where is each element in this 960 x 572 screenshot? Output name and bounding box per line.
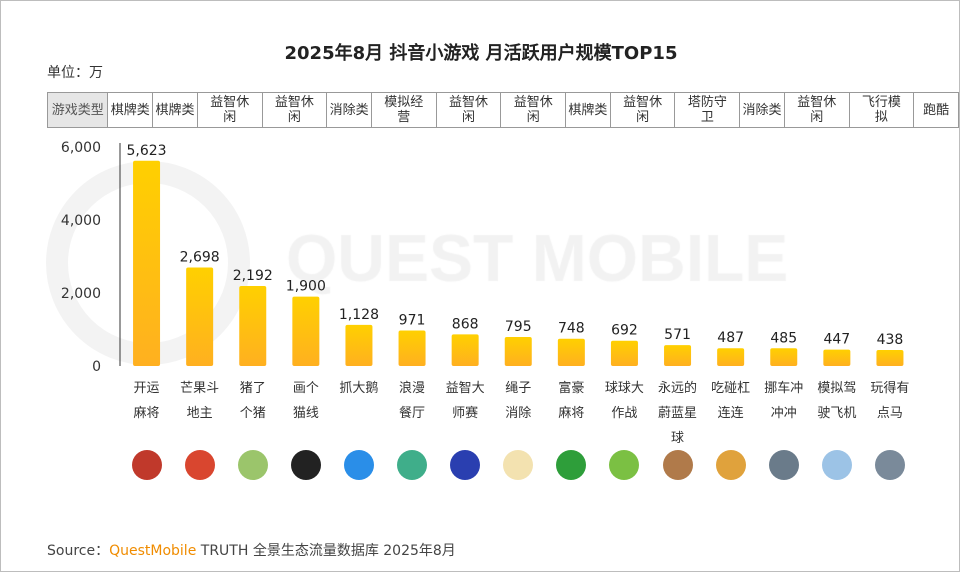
bar-value-label: 485 <box>770 330 797 346</box>
bar-value-label: 1,128 <box>339 307 379 323</box>
category-table: 游戏类型 棋牌类 棋牌类 益智休闲 益智休闲 消除类 模拟经营 益智休闲 益智休闲 棋牌类 益智休闲… <box>46 92 959 128</box>
chart-title: 2025年8月 抖音小游戏 月活跃用户规模TOP15 <box>284 43 678 64</box>
game-icon <box>715 450 746 480</box>
category-type-cell: 益智休闲 <box>609 92 676 128</box>
bar-value-label: 795 <box>505 319 532 335</box>
bar <box>876 350 904 366</box>
category-type-cell: 消除类 <box>326 92 372 128</box>
game-icon <box>131 450 162 480</box>
x-category-label: 浪漫 餐厅 <box>399 381 426 421</box>
bar-value-label: 2,698 <box>180 250 220 266</box>
unit-label: 单位：万 <box>47 65 103 81</box>
category-type-cell: 益智休闲 <box>783 92 850 128</box>
x-category-label: 富豪 麻将 <box>558 381 585 421</box>
x-category-label: 玩得有 点马 <box>870 381 910 421</box>
game-icon <box>450 450 481 480</box>
bar <box>133 160 161 366</box>
bar <box>557 338 585 366</box>
source-note: Source：QuestMobile TRUTH 全景生态流量数据库 2025年… <box>47 540 456 560</box>
bar <box>345 324 373 366</box>
bar <box>292 296 320 366</box>
bar-value-label: 692 <box>611 323 638 339</box>
x-category-label: 抓大鹅 <box>339 381 379 396</box>
category-type-cell: 棋牌类 <box>152 92 198 128</box>
game-icon <box>503 450 534 480</box>
category-type-cell: 飞行模拟 <box>848 92 915 128</box>
source-brand: QuestMobile <box>109 543 197 559</box>
category-type-cell: 益智休闲 <box>196 92 263 128</box>
bar-value-label: 868 <box>452 316 479 332</box>
game-icon <box>237 450 268 480</box>
x-category-label: 开运 麻将 <box>133 381 160 421</box>
y-tick-label: 6,000 <box>61 140 101 156</box>
category-type-cell: 棋牌类 <box>107 92 154 128</box>
source-prefix: Source： <box>47 543 110 559</box>
category-type-cell: 益智休闲 <box>435 92 502 128</box>
game-icon <box>874 450 905 480</box>
x-category-label: 画个 猫线 <box>292 381 319 421</box>
bar <box>610 340 638 366</box>
category-header: 游戏类型 <box>46 92 109 128</box>
x-category-label: 猪了 个猪 <box>239 381 266 421</box>
bar-value-label: 5,623 <box>127 143 167 159</box>
bar-value-label: 748 <box>558 321 585 337</box>
game-icon <box>184 450 215 480</box>
category-type-cell: 跑酷 <box>913 92 959 128</box>
bar <box>451 334 479 366</box>
x-category-label: 绳子 消除 <box>505 381 532 421</box>
game-icon <box>290 450 321 480</box>
x-category-label: 模拟驾 驶飞机 <box>817 381 857 421</box>
y-tick-label: 4,000 <box>61 213 101 229</box>
y-tick-label: 0 <box>92 359 101 375</box>
bar <box>398 330 426 366</box>
bar <box>717 348 745 366</box>
x-category-label: 挪车冲 冲冲 <box>764 381 804 421</box>
category-type-cell: 益智休闲 <box>500 92 567 128</box>
game-icon <box>768 450 799 480</box>
bar <box>186 267 214 366</box>
bar <box>239 285 267 366</box>
x-category-label: 永远的 蔚蓝星球 <box>658 381 698 446</box>
game-icon <box>343 450 374 480</box>
bar-value-label: 1,900 <box>286 279 326 295</box>
category-type-cell: 模拟经营 <box>370 92 437 128</box>
game-icon <box>609 450 640 480</box>
category-type-cell: 棋牌类 <box>565 92 611 128</box>
game-icon <box>821 450 852 480</box>
x-category-label: 益智大 师赛 <box>445 381 485 421</box>
game-icon <box>662 450 693 480</box>
category-type-cell: 塔防守卫 <box>674 92 741 128</box>
source-text: TRUTH 全景生态流量数据库 2025年8月 <box>196 543 456 559</box>
x-category-label: 芒果斗 地主 <box>180 381 220 421</box>
game-icon <box>556 450 587 480</box>
x-category-label: 吃碰杠 连连 <box>711 381 751 421</box>
x-category-label: 球球大 作战 <box>604 381 644 421</box>
bar-value-label: 2,192 <box>233 268 273 284</box>
bar-value-label: 571 <box>664 327 691 343</box>
bar <box>504 336 532 366</box>
category-type-cell: 消除类 <box>739 92 785 128</box>
category-type-cell: 益智休闲 <box>261 92 328 128</box>
bar <box>823 349 851 366</box>
y-tick-label: 2,000 <box>61 286 101 302</box>
bar <box>770 348 798 366</box>
bar-value-label: 447 <box>823 332 850 348</box>
bar-value-label: 438 <box>877 332 904 348</box>
game-icon <box>397 450 428 480</box>
bar-value-label: 487 <box>717 330 744 346</box>
bar-value-label: 971 <box>399 313 426 329</box>
bar <box>664 345 692 366</box>
